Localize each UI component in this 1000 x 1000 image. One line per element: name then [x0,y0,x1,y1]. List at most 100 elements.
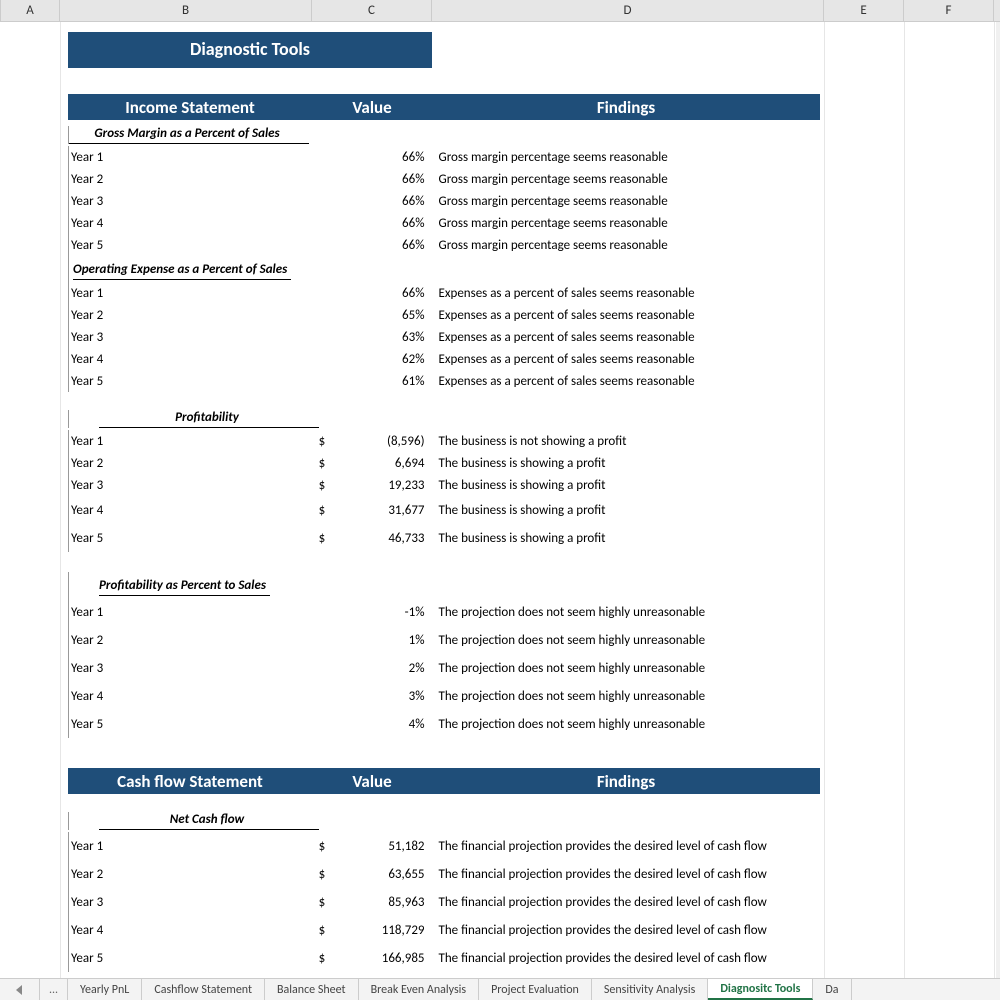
section-header-income: Income StatementValueFindings [68,94,820,120]
table-row[interactable]: Year 21%The projection does not seem hig… [68,626,820,654]
col-header-e[interactable]: E [824,0,904,21]
table-row[interactable]: Year 4$31,677The business is showing a p… [68,496,820,524]
sheet-tab[interactable]: Sensitivity Analysis [592,979,708,1000]
row-finding: Gross margin percentage seems reasonable [433,216,820,231]
table-row[interactable]: Year 4$118,729The financial projection p… [68,916,820,944]
table-row[interactable]: Year 366%Gross margin percentage seems r… [68,190,820,212]
sheet-tabs-bar: ... Yearly PnLCashflow StatementBalance … [0,978,1000,1000]
row-value: 62% [313,352,433,367]
row-label: Year 4 [69,923,313,938]
table-row[interactable]: Year 561%Expenses as a percent of sales … [68,370,820,392]
col-header-a[interactable]: A [0,0,60,21]
row-value: 1% [313,633,433,648]
row-value: $46,733 [313,531,433,546]
section-title: Cash flow Statement [68,771,312,792]
row-value: $19,233 [313,478,433,493]
row-value: $63,655 [313,867,433,882]
row-finding: The business is showing a profit [433,503,820,518]
tab-nav-prev[interactable] [0,979,40,1000]
tab-overflow[interactable]: ... [40,979,68,1000]
table-row[interactable]: Year 2$6,694The business is showing a pr… [68,452,820,474]
section-header-cashflow: Cash flow StatementValueFindings [68,768,820,794]
row-value: 65% [313,308,433,323]
sheet-tab[interactable]: Cashflow Statement [142,979,265,1000]
row-value: $6,694 [313,456,433,471]
row-label: Year 4 [69,216,313,231]
section-value-header: Value [312,97,432,118]
row-value: -1% [313,605,433,620]
row-label: Year 2 [69,633,313,648]
table-row[interactable]: Year 43%The projection does not seem hig… [68,682,820,710]
sheet-tab[interactable]: Diagnositc Tools [708,979,813,1000]
table-row[interactable]: Year 32%The projection does not seem hig… [68,654,820,682]
row-value: $31,677 [313,503,433,518]
table-row[interactable]: Year 462%Expenses as a percent of sales … [68,348,820,370]
row-finding: The business is showing a profit [433,478,820,493]
section-findings-header: Findings [432,97,820,118]
table-row[interactable]: Year 5$46,733The business is showing a p… [68,524,820,552]
spreadsheet-body[interactable]: Diagnostic ToolsIncome StatementValueFin… [0,22,1000,978]
row-label: Year 5 [69,531,313,546]
col-header-c[interactable]: C [312,0,432,21]
table-row[interactable]: Year 363%Expenses as a percent of sales … [68,326,820,348]
table-row[interactable]: Year 5$166,985The financial projection p… [68,944,820,972]
row-label: Year 1 [69,839,313,854]
row-value: 4% [313,717,433,732]
table-row[interactable]: Year 54%The projection does not seem hig… [68,710,820,738]
sheet-tab[interactable]: Break Even Analysis [359,979,480,1000]
row-label: Year 3 [69,194,313,209]
row-finding: The business is showing a profit [433,456,820,471]
row-label: Year 3 [69,895,313,910]
sheet-tab[interactable]: Da [813,979,851,1000]
row-finding: The financial projection provides the de… [433,867,820,882]
table-row[interactable]: Year 566%Gross margin percentage seems r… [68,234,820,256]
table-row[interactable]: Year 2$63,655The financial projection pr… [68,860,820,888]
col-header-b[interactable]: B [60,0,312,21]
row-value: 2% [313,661,433,676]
col-header-d[interactable]: D [432,0,824,21]
table-row[interactable]: Year 1-1%The projection does not seem hi… [68,598,820,626]
table-row[interactable]: Year 466%Gross margin percentage seems r… [68,212,820,234]
row-label: Year 4 [69,689,313,704]
row-finding: The business is showing a profit [433,531,820,546]
row-finding: Gross margin percentage seems reasonable [433,150,820,165]
row-value: 66% [313,216,433,231]
sheet-tab[interactable]: Yearly PnL [68,979,142,1000]
row-label: Year 4 [69,352,313,367]
table-row[interactable]: Year 1$51,182The financial projection pr… [68,832,820,860]
row-label: Year 2 [69,308,313,323]
row-label: Year 1 [69,150,313,165]
row-value: 66% [313,194,433,209]
row-label: Year 3 [69,330,313,345]
row-finding: Expenses as a percent of sales seems rea… [433,330,820,345]
section-findings-header: Findings [432,771,820,792]
table-row[interactable]: Year 166%Gross margin percentage seems r… [68,146,820,168]
sheet-tab[interactable]: Project Evaluation [479,979,592,1000]
row-label: Year 5 [69,374,313,389]
row-value: 66% [313,286,433,301]
row-label: Year 5 [69,238,313,253]
row-finding: The projection does not seem highly unre… [433,633,820,648]
row-finding: The projection does not seem highly unre… [433,689,820,704]
row-finding: Gross margin percentage seems reasonable [433,172,820,187]
row-value: 3% [313,689,433,704]
row-label: Year 1 [69,434,313,449]
table-row[interactable]: Year 266%Gross margin percentage seems r… [68,168,820,190]
table-row[interactable]: Year 1$(8,596)The business is not showin… [68,430,820,452]
subheading: Net Cash flow [99,812,319,830]
tabs-list: Yearly PnLCashflow StatementBalance Shee… [68,979,852,1000]
table-row[interactable]: Year 265%Expenses as a percent of sales … [68,304,820,326]
table-row[interactable]: Year 3$19,233The business is showing a p… [68,474,820,496]
col-header-f[interactable]: F [904,0,994,21]
column-headers: A B C D E F [0,0,1000,22]
scrollbar-vertical[interactable] [996,22,1000,978]
row-finding: The financial projection provides the de… [433,923,820,938]
row-value: $(8,596) [313,434,433,449]
row-label: Year 1 [69,286,313,301]
row-value: 66% [313,172,433,187]
sheet-tab[interactable]: Balance Sheet [265,979,359,1000]
table-row[interactable]: Year 166%Expenses as a percent of sales … [68,282,820,304]
row-label: Year 1 [69,605,313,620]
subheading: Gross Margin as a Percent of Sales [69,126,309,144]
table-row[interactable]: Year 3$85,963The financial projection pr… [68,888,820,916]
